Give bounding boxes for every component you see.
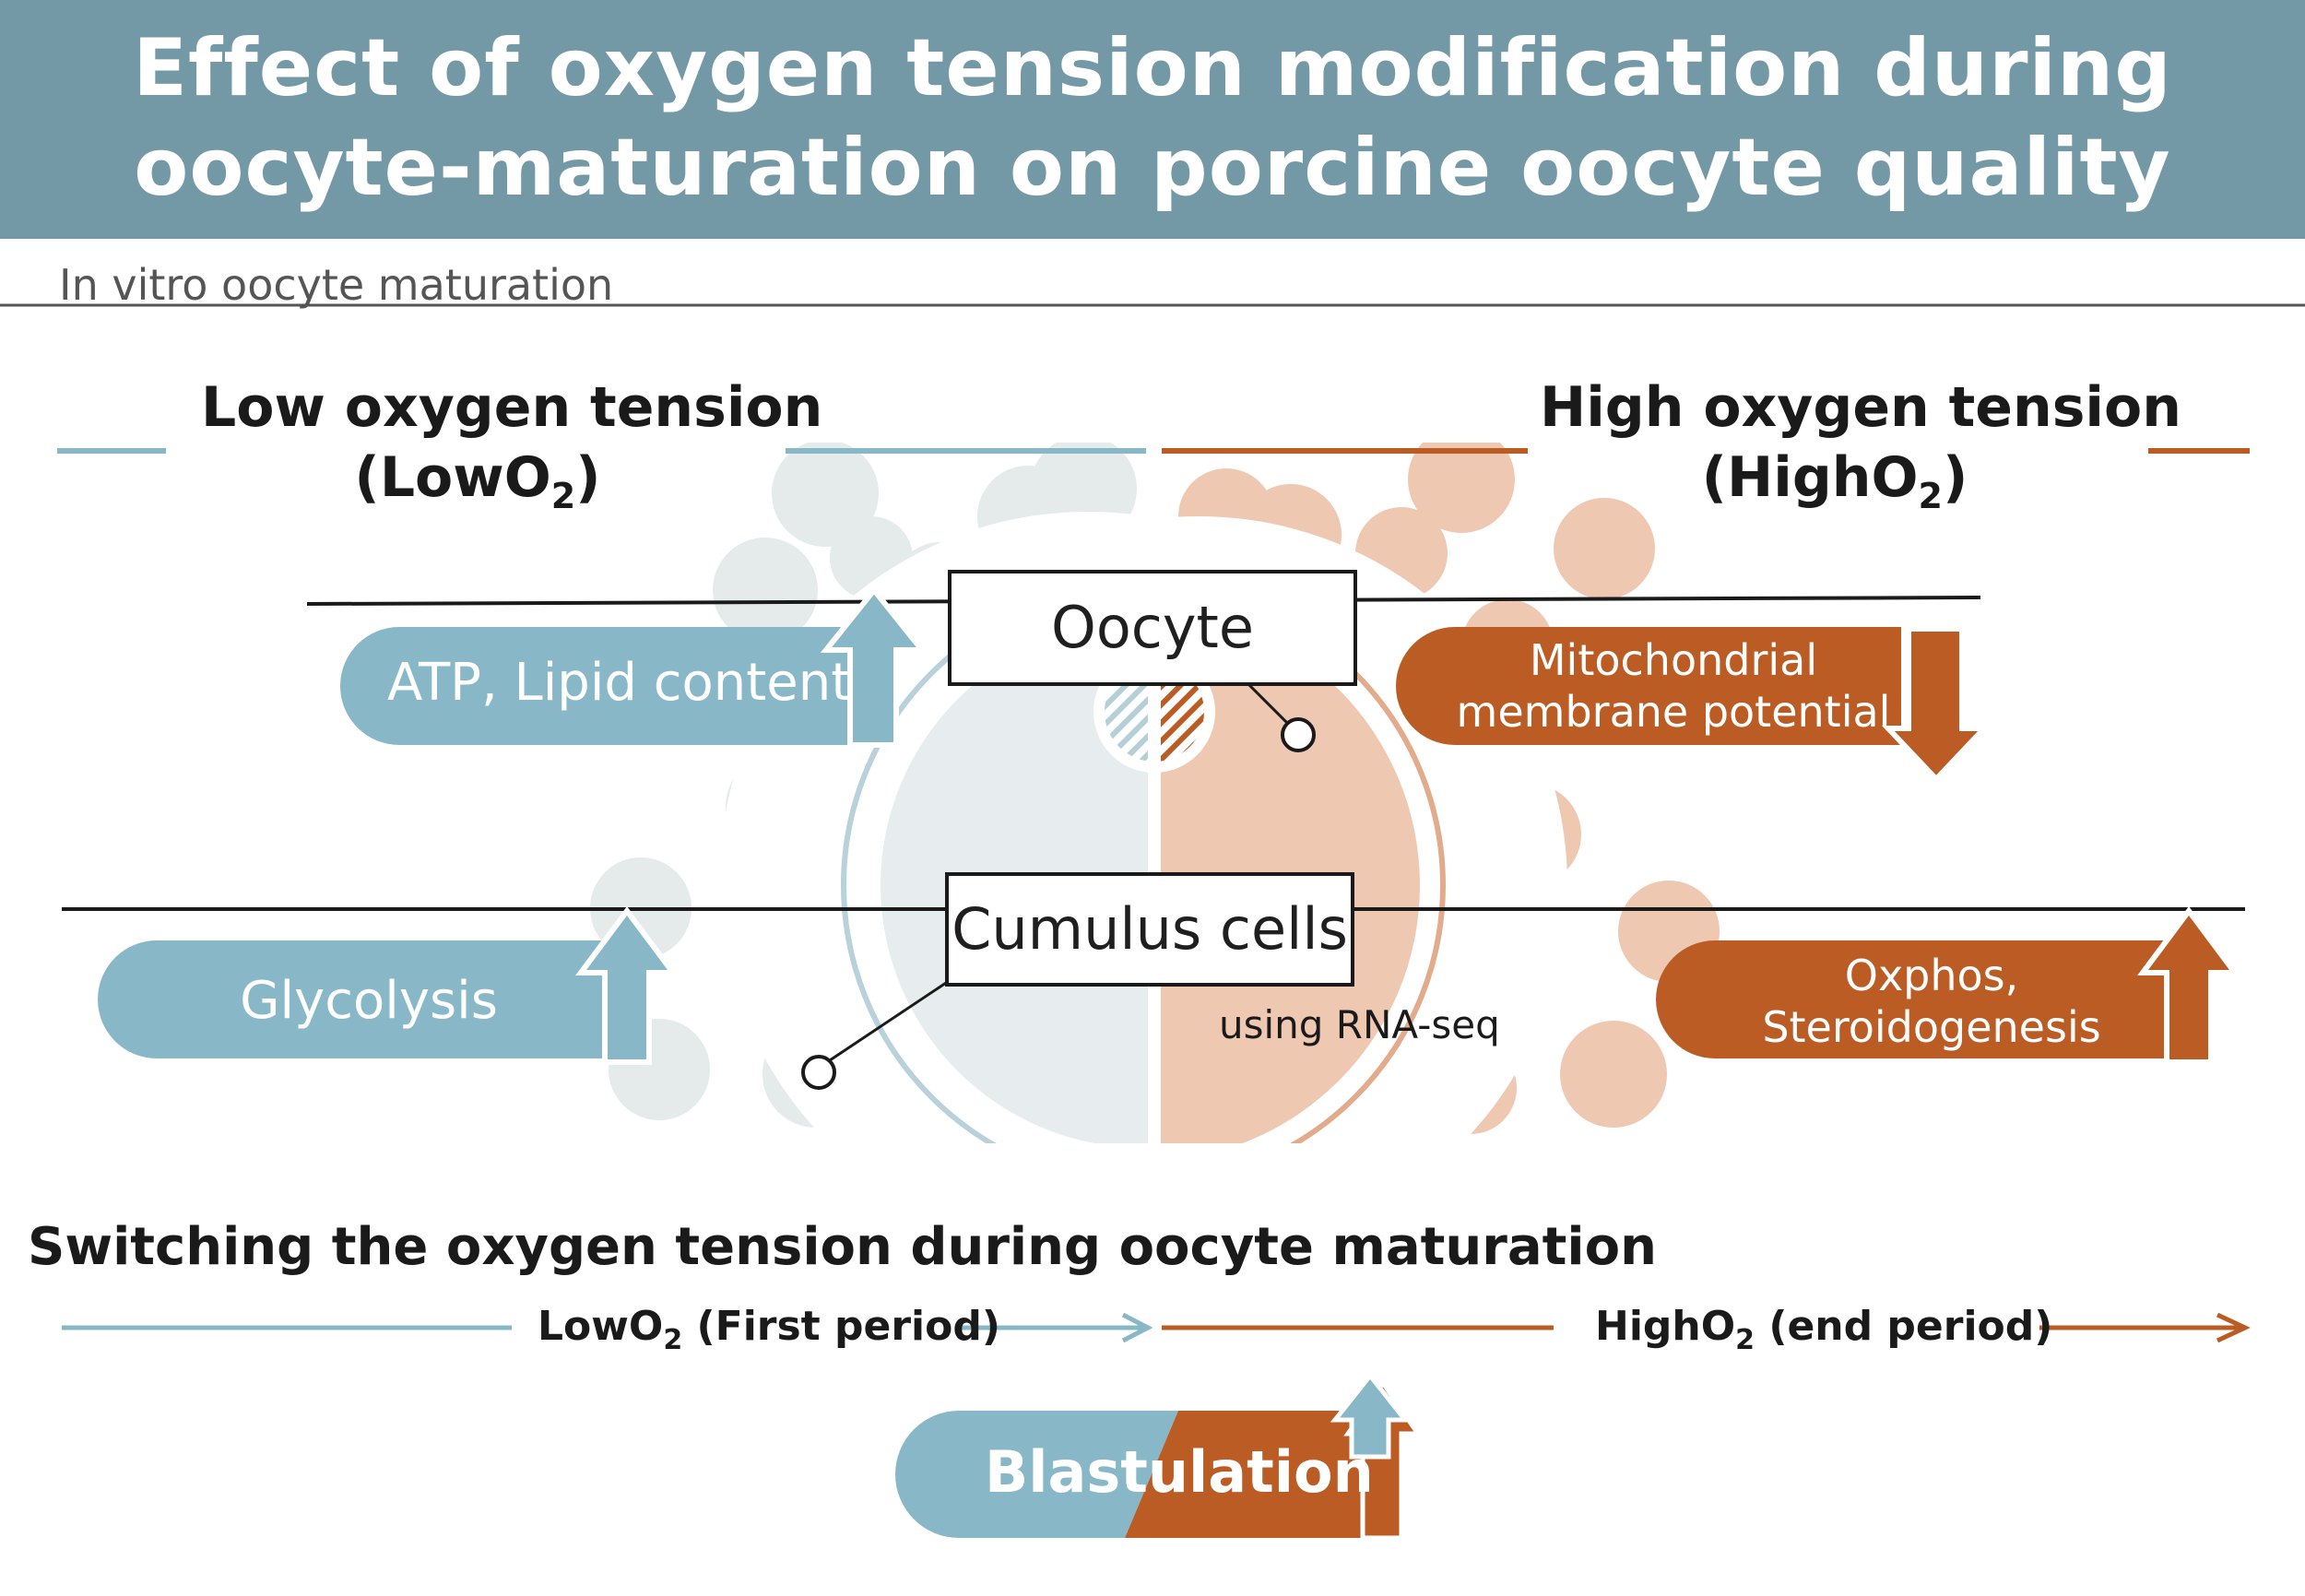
high-period-arrowhead — [2216, 1312, 2251, 1343]
cumulus-callout-line — [829, 975, 955, 1062]
cumulus-callout-dot — [801, 1055, 836, 1090]
glycolysis-pill — [98, 940, 604, 1058]
glycolysis-up-arrow — [575, 905, 679, 1065]
high-oxygen-title-line1: High oxygen tension — [1540, 375, 2181, 440]
low-nucleus-hatch — [1105, 662, 1148, 762]
oxphos-label-line1: Oxphos, — [1844, 951, 2019, 1000]
atp-pill — [340, 627, 857, 745]
oxphos-pill — [1656, 940, 2171, 1058]
atp-label: ATP, Lipid content — [387, 653, 852, 713]
low-oxygen-title-line2: (LowO2) — [354, 445, 601, 516]
mito-pill — [1396, 627, 1901, 745]
glycolysis-label: Glycolysis — [240, 971, 498, 1031]
low-period-label: LowO2 (First period) — [538, 1303, 1000, 1356]
oxphos-label: Oxphos, Steroidogenesis — [1678, 950, 2185, 1053]
mito-label-line1: Mitochondrial — [1529, 635, 1818, 685]
mito-label-line2: membrane potential — [1456, 687, 1891, 737]
section-label: In vitro oocyte maturation — [59, 260, 614, 310]
oocyte-callout-dot — [1281, 717, 1316, 752]
atp-up-arrow — [820, 585, 928, 748]
high-period-label: HighO2 (end period) — [1595, 1303, 2053, 1356]
oxphos-up-arrow — [2137, 905, 2240, 1065]
oocyte-callout-line — [1243, 679, 1291, 727]
low-oxygen-title-line1: Low oxygen tension — [201, 375, 823, 440]
blastulation-pill-high — [1125, 1411, 1363, 1538]
cumulus-label-box: Cumulus cells — [945, 872, 1354, 987]
low-oxygen-title: Low oxygen tension (LowO2) — [201, 372, 823, 531]
blastulation-label: Blastulation — [985, 1438, 1374, 1506]
oocyte-label-box: Oocyte — [948, 570, 1357, 686]
mito-label: Mitochondrial membrane potential — [1438, 634, 1909, 738]
high-nucleus-hatch — [1161, 662, 1204, 762]
mito-down-arrow — [1882, 626, 1991, 784]
rna-seq-note: using RNA-seq — [1219, 1002, 1500, 1047]
page-title-line-1: Effect of oxygen tension modification du… — [133, 22, 2172, 114]
oxphos-label-line2: Steroidogenesis — [1762, 1002, 2101, 1052]
high-oxygen-title: High oxygen tension (HighO2) — [1540, 372, 2181, 531]
low-period-arrowhead — [1121, 1312, 1153, 1343]
blastulation-pill-low — [895, 1411, 1178, 1538]
header-banner: Effect of oxygen tension modification du… — [0, 0, 2305, 239]
page-title-line-2: oocyte-maturation on porcine oocyte qual… — [134, 122, 2171, 214]
switching-title: Switching the oxygen tension during oocy… — [28, 1217, 1657, 1277]
high-oxygen-title-line2: (HighO2) — [1701, 445, 1968, 516]
blastulation-low-arrow — [1330, 1371, 1411, 1460]
